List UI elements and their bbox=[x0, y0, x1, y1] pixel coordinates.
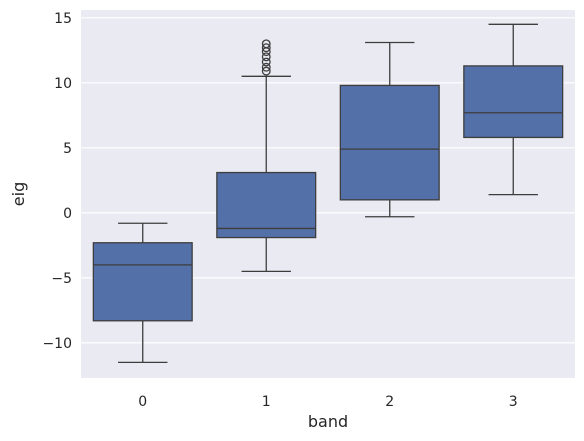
outlier-point bbox=[261, 52, 271, 62]
x-tick-label: 2 bbox=[385, 394, 394, 410]
outlier-point bbox=[261, 66, 271, 76]
box-iqr bbox=[216, 171, 317, 239]
y-tick-labels: −10 −5 0 5 10 15 bbox=[42, 11, 72, 352]
y-tick-label: 10 bbox=[54, 76, 72, 92]
outlier-point bbox=[261, 43, 271, 53]
x-tick-labels: 0 1 2 3 bbox=[138, 394, 517, 410]
plot-area bbox=[81, 10, 575, 378]
x-axis-label: band bbox=[308, 412, 348, 431]
box-iqr bbox=[339, 84, 440, 201]
x-tick-label: 3 bbox=[509, 394, 518, 410]
y-axis-label: eig bbox=[9, 182, 28, 206]
y-tick-label: 0 bbox=[63, 206, 72, 222]
y-tick-label: 15 bbox=[54, 11, 72, 27]
x-tick-label: 0 bbox=[138, 394, 147, 410]
box-iqr bbox=[92, 242, 193, 322]
y-tick-label: 5 bbox=[63, 141, 72, 157]
box-iqr bbox=[463, 65, 564, 139]
y-tick-label: −10 bbox=[42, 336, 72, 352]
outlier-point bbox=[261, 62, 271, 72]
y-tick-label: −5 bbox=[51, 271, 72, 287]
outlier-point bbox=[261, 39, 271, 49]
x-tick-label: 1 bbox=[262, 394, 271, 410]
outlier-point bbox=[261, 57, 271, 67]
boxes-layer bbox=[92, 23, 564, 364]
